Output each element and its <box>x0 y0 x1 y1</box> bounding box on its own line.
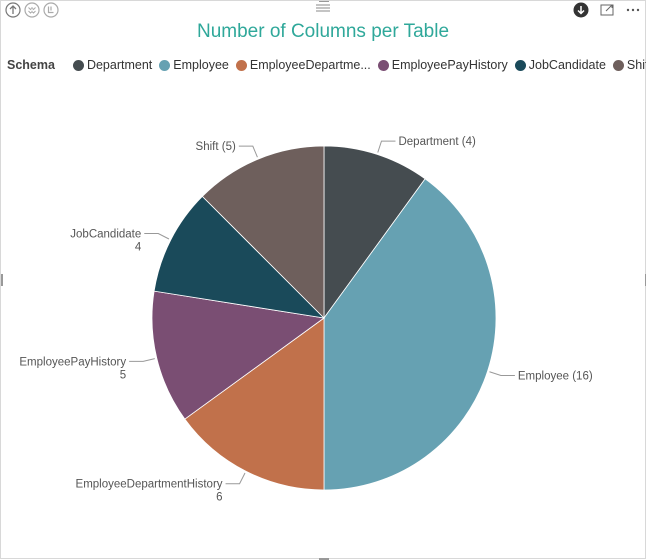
legend-label: EmployeePayHistory <box>391 58 508 72</box>
leader-line <box>377 140 396 153</box>
legend-label: Department <box>86 58 153 72</box>
data-label-line: 6 <box>216 492 222 504</box>
legend-swatch <box>612 59 624 71</box>
legend-label: EmployeeDepartme... <box>249 58 371 72</box>
legend-item[interactable]: Shift <box>612 58 646 72</box>
data-label: JobCandidate 4 <box>70 229 142 254</box>
data-label-line: JobCandidate <box>70 229 141 241</box>
drill-toolbar <box>5 2 59 18</box>
data-label-line: Shift (5) <box>196 141 236 153</box>
legend-swatch <box>159 59 171 71</box>
pie-slice-department[interactable] <box>323 145 426 320</box>
leader-line <box>225 472 246 485</box>
legend-item[interactable]: EmployeePayHistory <box>377 58 508 72</box>
legend-item[interactable]: JobCandidate <box>514 58 606 72</box>
leader-line <box>129 358 155 362</box>
expand-all-down-icon[interactable] <box>24 2 40 18</box>
drag-grip-icon[interactable] <box>314 3 332 13</box>
more-options-icon[interactable] <box>625 2 641 18</box>
data-label: Shift (5) <box>196 141 236 153</box>
chart-title: Number of Columns per Table <box>196 21 450 42</box>
legend-item[interactable]: Department <box>72 58 153 72</box>
resize-handle-left[interactable] <box>1 274 3 286</box>
leader-line <box>144 233 170 240</box>
drill-mode-icon[interactable] <box>43 2 59 18</box>
legend-label: Employee <box>173 58 229 72</box>
legend-swatch <box>72 59 84 71</box>
data-label: Department (4) <box>398 136 476 148</box>
pie-slice-employee[interactable] <box>323 178 497 491</box>
data-label-line: 4 <box>135 242 142 254</box>
data-label-line: Employee (16) <box>518 370 593 382</box>
legend-title: Schema <box>7 58 55 72</box>
data-label: Employee (16) <box>518 370 593 382</box>
focus-mode-icon[interactable] <box>599 2 615 18</box>
leader-line <box>238 145 258 158</box>
pie-slice-shift[interactable] <box>201 145 325 319</box>
data-label-line: 5 <box>120 369 126 381</box>
drill-up-icon[interactable] <box>5 2 21 18</box>
data-label-line: EmployeeDepartmentHistory <box>76 479 223 491</box>
data-label-line: EmployeePayHistory <box>19 356 126 368</box>
legend-item[interactable]: Employee <box>159 58 229 72</box>
legend-label: Shift <box>626 58 646 72</box>
visual-header-toolbar <box>573 2 641 18</box>
pie-slice-jobcandidate[interactable] <box>153 195 326 319</box>
legend-swatch <box>377 59 389 71</box>
pie-slice-employeepayhistory[interactable] <box>151 290 326 420</box>
legend-item[interactable]: EmployeeDepartme... <box>235 58 371 72</box>
data-label-line: Department (4) <box>398 136 476 148</box>
legend-swatch <box>514 59 526 71</box>
drill-down-toggle-icon[interactable] <box>573 2 589 18</box>
legend-label: JobCandidate <box>528 58 606 72</box>
data-label: EmployeeDepartmentHistory 6 <box>76 479 223 504</box>
resize-handle-top[interactable] <box>319 1 329 2</box>
pie-slice-employeedepartmenthistory[interactable] <box>184 317 325 491</box>
data-label: EmployeePayHistory 5 <box>19 356 126 381</box>
legend: Schema Department Employee EmployeeDepartm… <box>7 58 646 72</box>
legend-swatch <box>235 59 247 71</box>
leader-line <box>489 371 515 376</box>
